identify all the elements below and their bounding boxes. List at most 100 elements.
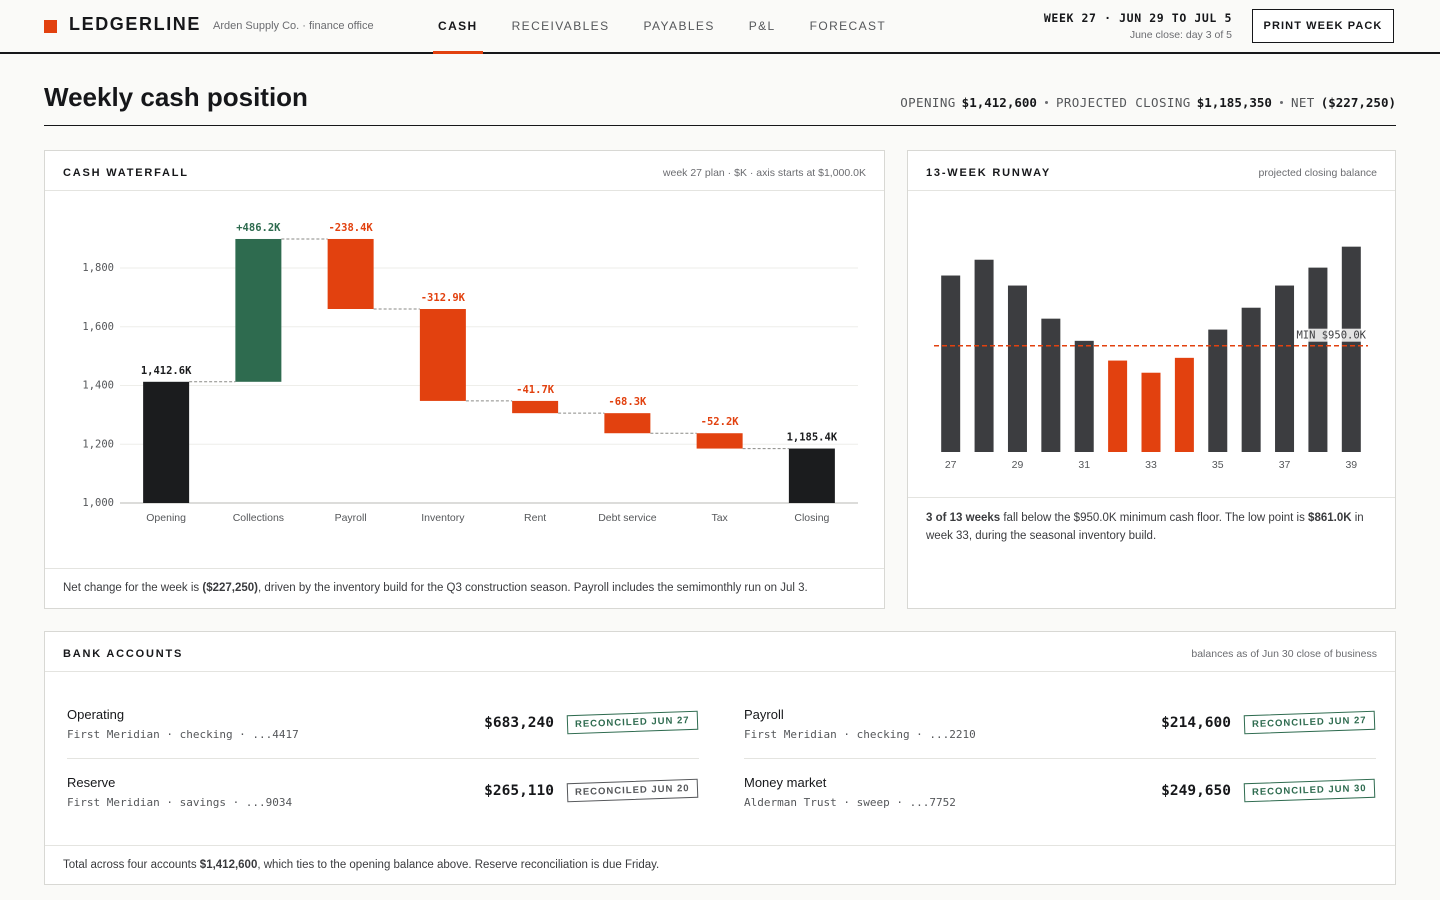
bar bbox=[235, 238, 282, 382]
panel-note: Total across four accounts $1,412,600, w… bbox=[63, 856, 659, 874]
bar bbox=[604, 413, 651, 434]
summary-value: $1,185,350 bbox=[1196, 95, 1272, 110]
summary-value: $1,412,600 bbox=[961, 95, 1037, 110]
nav-item[interactable]: P&L bbox=[748, 19, 776, 33]
value-label: +486.2K bbox=[236, 222, 281, 234]
x-tick-label: 33 bbox=[1145, 459, 1157, 471]
note-text: ($227,250) bbox=[202, 582, 258, 594]
bar bbox=[1208, 329, 1228, 452]
nav: CASH RECEIVABLES PAYABLES P&L FORECAST bbox=[433, 0, 887, 54]
value-label: -41.7K bbox=[516, 384, 555, 396]
divider bbox=[908, 497, 1395, 498]
note-text: Total across four accounts bbox=[63, 859, 200, 871]
account-detail: First Meridian · savings · ...9034 bbox=[67, 796, 293, 809]
account-balance: $683,240 bbox=[484, 715, 554, 731]
bar bbox=[788, 448, 835, 503]
account: Operating First Meridian · checking · ...… bbox=[67, 707, 699, 761]
bank-panel: BANK ACCOUNTS balances as of Jun 30 clos… bbox=[44, 631, 1396, 885]
summary-value: ($227,250) bbox=[1320, 95, 1396, 110]
divider bbox=[45, 190, 884, 191]
note-text: in week 33, during the seasonal inventor… bbox=[926, 512, 1364, 542]
bar bbox=[512, 400, 559, 414]
divider bbox=[45, 845, 1395, 846]
bar bbox=[1308, 267, 1328, 452]
divider bbox=[45, 671, 1395, 672]
x-tick-label: 27 bbox=[945, 459, 957, 471]
panel-subtitle: projected closing balance bbox=[1258, 167, 1378, 179]
account-detail: First Meridian · checking · ...2210 bbox=[744, 728, 976, 741]
account-detail: First Meridian · checking · ...4417 bbox=[67, 728, 299, 741]
divider bbox=[908, 190, 1395, 191]
nav-item[interactable]: PAYABLES bbox=[643, 19, 715, 33]
waterfall-chart: 1,000 1,200 1,400 1,600 1,800 1,412.6K Opening… bbox=[82, 222, 858, 524]
panel-title: BANK ACCOUNTS bbox=[63, 648, 184, 660]
panel-note: 3 of 13 weeks fall below the $950.0K min… bbox=[926, 509, 1376, 545]
x-tick-label: 31 bbox=[1078, 459, 1090, 471]
summary-item: NET ($227,250) bbox=[1291, 95, 1396, 110]
panel-subtitle: balances as of Jun 30 close of business bbox=[1191, 648, 1377, 660]
logo-mark bbox=[44, 20, 57, 33]
value-label: 1,412.6K bbox=[141, 365, 192, 377]
bar bbox=[941, 275, 961, 452]
value-label: -312.9K bbox=[421, 292, 466, 304]
y-tick-label: 1,000 bbox=[82, 497, 114, 509]
close-status: June close: day 3 of 5 bbox=[1129, 29, 1232, 41]
row-divider bbox=[744, 758, 1376, 759]
x-tick-label: Opening bbox=[146, 512, 186, 524]
note-text: Net change for the week is bbox=[63, 582, 203, 594]
bar bbox=[1041, 318, 1061, 452]
value-label: 1,185.4K bbox=[787, 432, 838, 444]
bar bbox=[1241, 307, 1261, 452]
panel-title: 13-WEEK RUNWAY bbox=[926, 167, 1052, 179]
x-tick-label: 39 bbox=[1345, 459, 1357, 471]
note-text: , driven by the inventory build for the … bbox=[257, 582, 808, 594]
bar bbox=[1275, 285, 1295, 452]
nav-item[interactable]: RECEIVABLES bbox=[511, 19, 610, 33]
y-tick-label: 1,600 bbox=[82, 321, 114, 333]
nav-item[interactable]: FORECAST bbox=[809, 19, 887, 33]
summary-label: PROJECTED CLOSING bbox=[1055, 95, 1191, 110]
summary-item: OPENING $1,412,600 bbox=[900, 95, 1037, 110]
account-name: Reserve bbox=[67, 775, 116, 790]
note-text: 3 of 13 weeks bbox=[926, 512, 1001, 524]
x-tick-label: Tax bbox=[711, 512, 728, 524]
panel-subtitle: week 27 plan · $K · axis starts at $1,00… bbox=[662, 167, 866, 179]
print-button[interactable]: PRINT WEEK PACK bbox=[1252, 9, 1394, 43]
runway-chart: 27 29 31 33 35 37 39 MIN $950.0K bbox=[934, 246, 1368, 471]
account: Reserve First Meridian · savings · ...903… bbox=[67, 775, 699, 829]
bar bbox=[327, 238, 374, 310]
note-text: $861.0K bbox=[1308, 512, 1352, 524]
bar bbox=[974, 259, 994, 452]
note-text: fall below the $950.0K minimum cash floo… bbox=[1000, 512, 1309, 524]
x-tick-label: 35 bbox=[1212, 459, 1224, 471]
panel-note: Net change for the week is ($227,250), d… bbox=[63, 579, 808, 597]
threshold-label: MIN $950.0K bbox=[1296, 330, 1366, 342]
status-stamp: RECONCILED JUN 27 bbox=[566, 710, 698, 735]
status-stamp: RECONCILED JUN 30 bbox=[1243, 778, 1375, 803]
value-label: -238.4K bbox=[328, 222, 373, 234]
bar bbox=[419, 309, 466, 401]
org: Arden Supply Co. · finance office bbox=[213, 20, 374, 32]
bar bbox=[696, 433, 743, 449]
x-tick-label: Inventory bbox=[421, 512, 465, 524]
summary-label: NET bbox=[1290, 95, 1315, 110]
waterfall-panel: CASH WATERFALL week 27 plan · $K · axis … bbox=[44, 150, 885, 609]
x-tick-label: Debt service bbox=[598, 512, 657, 524]
week-range: WEEK 27 · JUN 29 TO JUL 5 bbox=[1043, 11, 1232, 25]
x-tick-label: Payroll bbox=[335, 512, 367, 524]
account-balance: $265,110 bbox=[484, 783, 554, 799]
note-text: $1,412,600 bbox=[199, 859, 258, 871]
summary-item: PROJECTED CLOSING $1,185,350 bbox=[1056, 95, 1272, 110]
x-tick-label: 37 bbox=[1279, 459, 1291, 471]
nav-item[interactable]: CASH bbox=[433, 0, 483, 54]
value-label: -52.2K bbox=[701, 416, 740, 428]
bar bbox=[1108, 360, 1128, 452]
x-tick-label: Collections bbox=[233, 512, 284, 524]
runway-panel: 13-WEEK RUNWAY projected closing balance… bbox=[907, 150, 1396, 609]
bar bbox=[1007, 285, 1027, 452]
bar bbox=[1074, 340, 1094, 452]
separator bbox=[1044, 101, 1048, 104]
row-divider bbox=[67, 758, 699, 759]
y-tick-label: 1,800 bbox=[82, 262, 114, 274]
